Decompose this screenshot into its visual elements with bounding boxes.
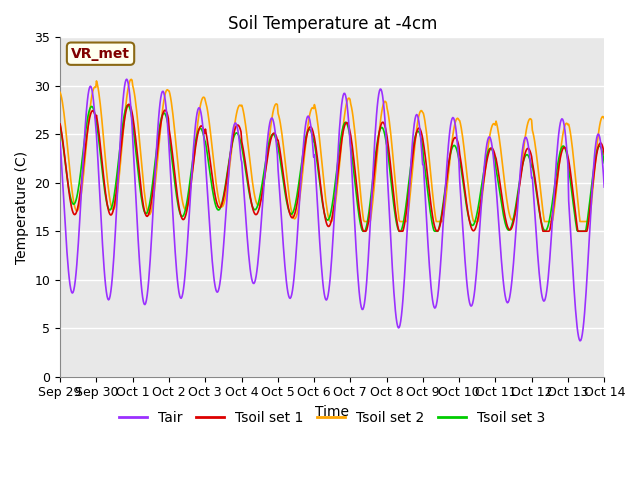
X-axis label: Time: Time bbox=[316, 405, 349, 419]
Y-axis label: Temperature (C): Temperature (C) bbox=[15, 150, 29, 264]
Legend: Tair, Tsoil set 1, Tsoil set 2, Tsoil set 3: Tair, Tsoil set 1, Tsoil set 2, Tsoil se… bbox=[113, 406, 551, 431]
Text: VR_met: VR_met bbox=[71, 47, 130, 60]
Title: Soil Temperature at -4cm: Soil Temperature at -4cm bbox=[227, 15, 437, 33]
